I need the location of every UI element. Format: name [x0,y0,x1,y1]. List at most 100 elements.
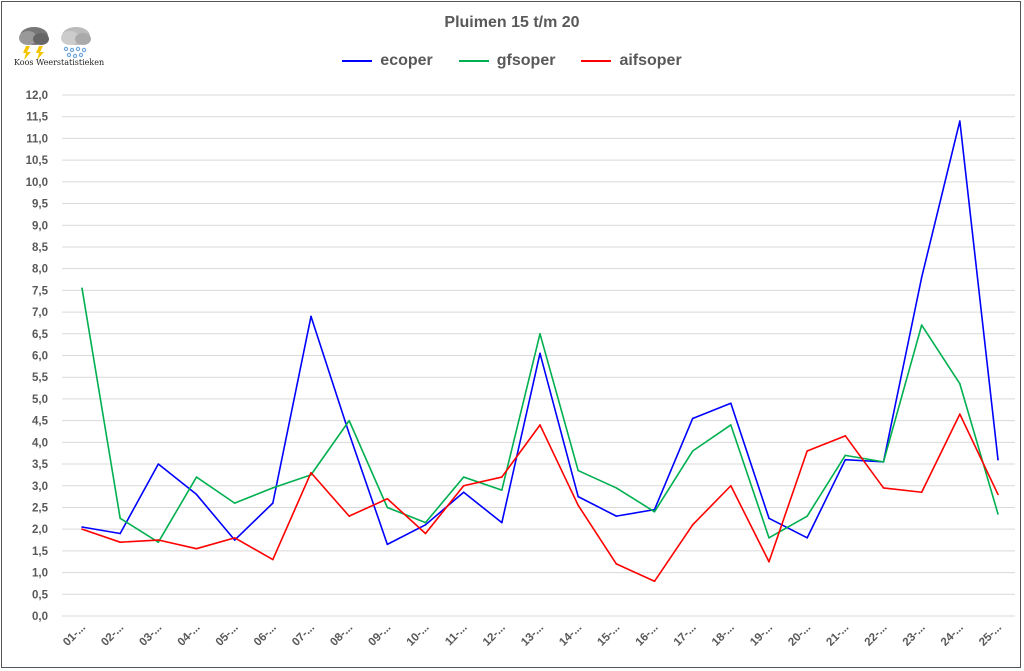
x-tick-label: 10-... [405,622,432,649]
data-point-gfsoper [195,476,198,478]
data-point-gfsoper [539,332,541,335]
x-tick-label: 14-... [557,622,584,649]
data-point-aifsoper [233,537,236,539]
x-tick-label: 19-... [748,622,775,649]
data-point-aifsoper [768,560,770,563]
x-tick-label: 02-... [99,622,126,649]
legend-item-aifsoper: aifsoper [581,52,682,70]
data-point-ecoper [959,120,961,122]
data-point-gfsoper [462,476,465,478]
data-point-gfsoper [501,489,503,491]
legend-item-ecoper: ecoper [342,52,433,70]
y-tick-label: 2,5 [32,502,49,514]
data-point-aifsoper [806,450,808,452]
data-point-ecoper [691,417,694,420]
x-tick-label: 22-... [863,622,890,649]
data-point-ecoper [730,402,732,405]
y-tick-label: 11,0 [26,133,48,145]
data-point-ecoper [615,515,618,517]
data-point-ecoper [424,524,427,526]
x-tick-label: 04-... [176,622,203,649]
data-point-gfsoper [81,287,83,290]
y-tick-label: 11,5 [26,112,48,124]
data-point-gfsoper [386,506,389,509]
data-point-aifsoper [997,493,999,496]
data-point-gfsoper [730,424,732,426]
y-tick-label: 0,5 [32,589,49,601]
data-point-aifsoper [691,524,694,526]
data-point-aifsoper [462,484,465,487]
logo-text: Koos Weerstatistieken [14,58,105,67]
y-tick-label: 2,0 [32,524,48,536]
data-point-ecoper [233,539,236,541]
data-point-ecoper [920,276,923,279]
data-point-aifsoper [653,580,656,583]
y-tick-label: 8,5 [32,242,49,254]
x-tick-label: 08-... [328,622,355,649]
data-point-aifsoper [119,541,121,543]
y-tick-label: 9,0 [32,220,48,232]
data-point-aifsoper [844,435,847,437]
y-tick-label: 0,0 [32,611,48,623]
legend-label: ecoper [380,52,433,69]
y-tick-label: 7,5 [32,285,49,297]
y-tick-label: 10,0 [26,177,48,189]
data-point-ecoper [501,521,503,524]
data-point-ecoper [997,458,999,461]
data-point-aifsoper [195,547,198,550]
data-point-gfsoper [844,454,847,457]
y-tick-label: 12,0 [26,90,48,102]
x-tick-label: 16-... [634,622,661,649]
weather-logo-icon [19,27,91,60]
x-tick-label: 13-... [519,622,546,649]
x-tick-label: 06-... [252,622,279,649]
series-line-ecoper [81,120,999,546]
data-point-ecoper [386,543,389,546]
x-tick-label: 03-... [137,622,164,649]
legend-swatch [458,60,489,62]
legend-label: gfsoper [496,52,556,69]
data-point-gfsoper [119,517,121,520]
legend-item-gfsoper: gfsoper [458,52,556,70]
data-point-aifsoper [272,558,274,561]
data-point-gfsoper [882,461,885,463]
x-tick-label: 11-... [443,622,470,649]
x-tick-label: 21-... [824,622,851,649]
data-point-gfsoper [615,487,618,489]
x-tick-label: 12-... [481,622,508,649]
data-point-aifsoper [730,484,732,487]
data-point-ecoper [462,491,465,494]
legend: ecoper gfsoper aifsoper [0,52,1024,70]
y-tick-label: 1,5 [32,546,49,558]
legend-swatch [342,60,373,62]
data-point-ecoper [272,502,274,504]
data-point-gfsoper [768,537,770,539]
data-point-ecoper [844,458,847,461]
data-point-gfsoper [653,511,656,513]
y-tick-label: 4,5 [32,416,49,428]
data-point-aifsoper [882,487,885,489]
x-tick-label: 07-... [290,622,317,649]
y-tick-label: 6,5 [32,329,49,341]
data-point-aifsoper [615,563,618,565]
data-point-gfsoper [920,324,923,326]
x-tick-label: 23-... [901,622,928,649]
data-point-gfsoper [272,487,274,489]
y-tick-label: 3,0 [32,481,48,493]
data-point-ecoper [81,526,83,528]
data-point-ecoper [195,493,198,496]
legend-swatch [581,60,612,62]
data-point-ecoper [157,463,160,465]
data-point-ecoper [539,352,541,355]
data-point-aifsoper [157,539,160,541]
x-tick-label: 18-... [710,622,737,649]
series-line-gfsoper [81,288,999,543]
data-point-ecoper [310,315,312,318]
data-point-aifsoper [920,491,923,494]
data-point-aifsoper [81,528,83,530]
data-point-gfsoper [997,513,999,515]
x-tick-label: 20-... [786,622,813,649]
x-tick-label: 17-... [672,622,699,649]
data-point-gfsoper [348,419,350,422]
data-point-ecoper [577,495,579,498]
